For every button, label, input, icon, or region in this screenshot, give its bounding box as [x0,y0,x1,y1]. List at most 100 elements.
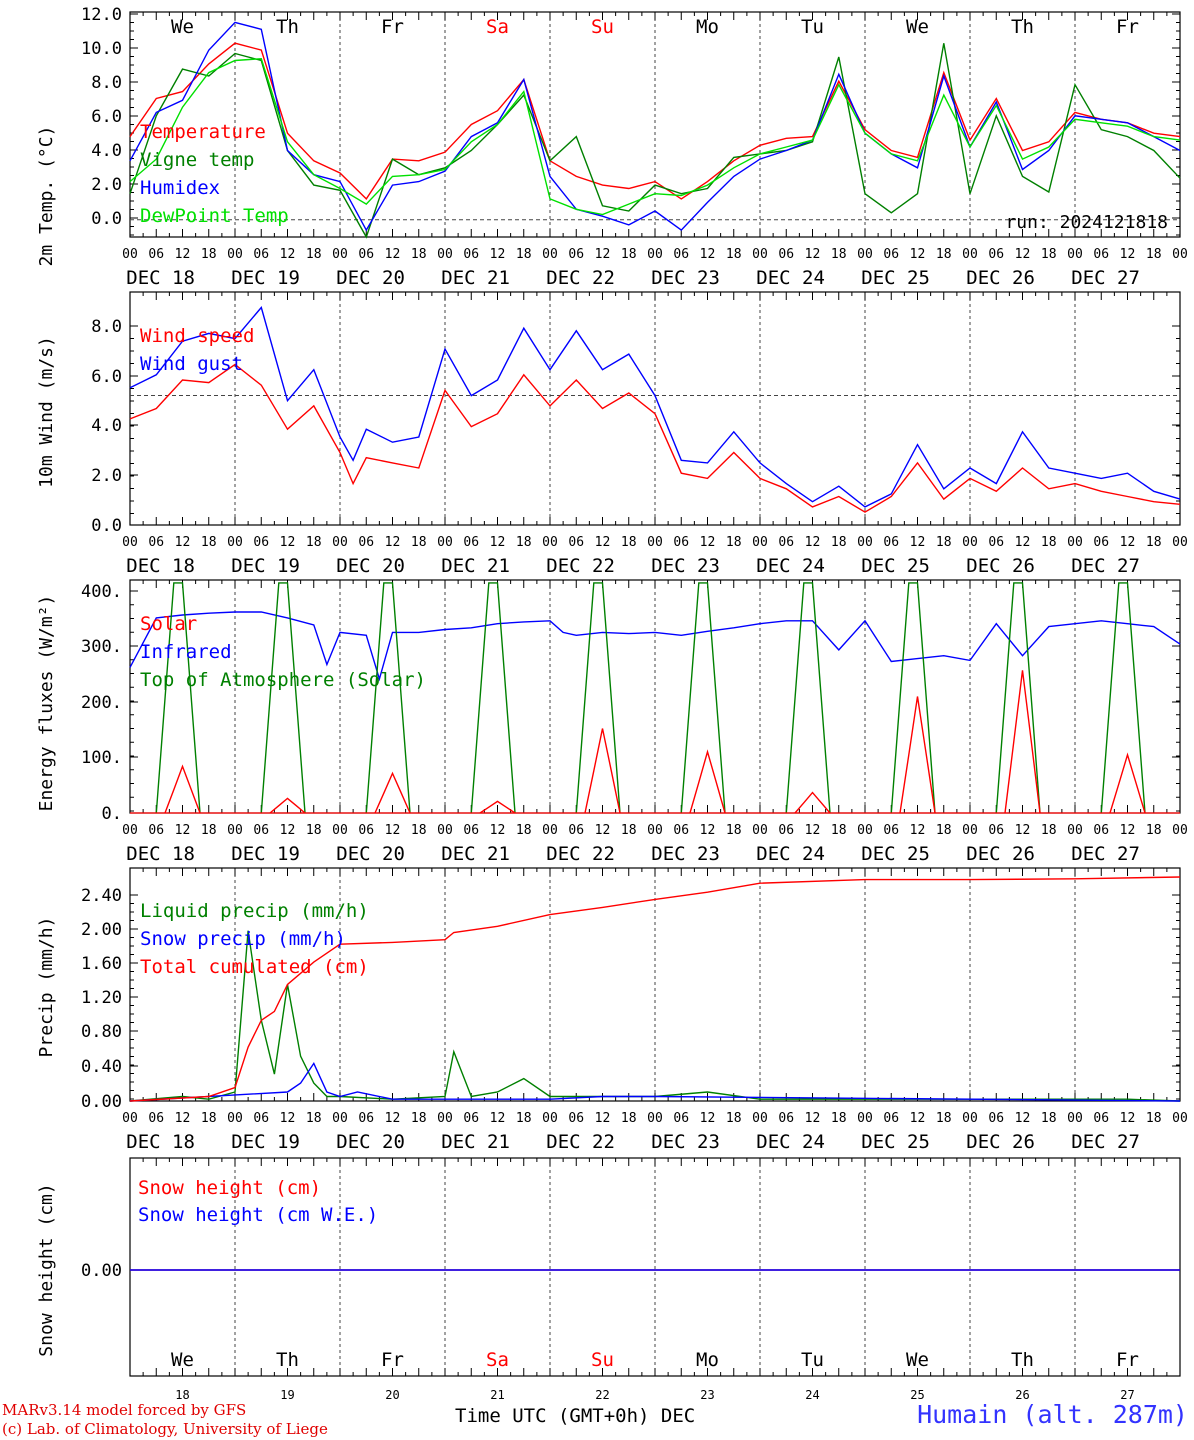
x-hour-label: 00 [332,823,348,838]
x-date-label: DEC 25 [861,267,930,289]
x-hour-label: 00 [857,1111,873,1126]
x-hour-label: 18 [516,823,532,838]
x-date-label: DEC 25 [861,555,930,577]
x-hour-label: 06 [778,535,794,550]
x-hour-label: 06 [253,823,269,838]
day-number-label: 25 [910,1388,924,1402]
x-hour-label: 18 [1041,1111,1057,1126]
legend-entry: Infrared [140,641,232,663]
x-hour-label: 12 [700,535,716,550]
x-date-label: DEC 19 [231,843,300,865]
y-tick-label: 0.0 [91,209,122,229]
y-axis-label: Energy fluxes (W/m²) [36,595,57,812]
x-hour-label: 12 [1120,247,1136,262]
x-hour-label: 00 [542,1111,558,1126]
y-tick-label: 0. [102,804,122,824]
y-tick-label: 200. [81,693,122,713]
weekday-label-top: Mo [696,16,719,38]
x-hour-label: 00 [752,247,768,262]
x-date-label: DEC 24 [756,1131,825,1153]
series-solar-day [794,791,831,814]
x-hour-label: 00 [1067,247,1083,262]
series-toa-solar-day [995,582,1041,814]
weekday-label-top: We [906,16,929,38]
series-solar-day [269,797,306,814]
x-hour-label: 18 [201,823,217,838]
x-hour-label: 18 [411,823,427,838]
x-hour-label: 18 [201,535,217,550]
x-hour-label: 12 [1120,823,1136,838]
x-hour-label: 18 [306,823,322,838]
weekday-label-bottom: Sa [486,1349,509,1371]
series-toa-solar-day [365,582,411,814]
x-date-label: DEC 19 [231,267,300,289]
x-hour-label: 06 [148,1111,164,1126]
x-hour-label: 06 [883,823,899,838]
x-hour-label: 18 [201,247,217,262]
y-tick-label: 2.0 [91,175,122,195]
series-solar-day [479,800,516,814]
x-hour-label: 00 [122,823,138,838]
x-date-label: DEC 18 [126,843,195,865]
series-toa-solar-day [155,582,201,814]
x-hour-label: 00 [227,535,243,550]
y-axis-label: 10m Wind (m/s) [36,336,57,488]
x-hour-label: 00 [962,247,978,262]
series-infrared [129,611,1181,682]
run-label: run: 2024121818 [1005,212,1168,233]
x-hour-label: 18 [1041,823,1057,838]
x-date-label: DEC 26 [966,1131,1035,1153]
x-hour-label: 12 [490,247,506,262]
x-hour-label: 06 [988,823,1004,838]
x-hour-label: 12 [910,247,926,262]
x-hour-label: 12 [280,247,296,262]
weekday-label-bottom: Tu [801,1349,824,1371]
x-hour-label: 06 [568,1111,584,1126]
y-axis-label: 2m Temp. (°C) [36,126,57,267]
x-hour-label: 00 [122,247,138,262]
x-hour-label: 18 [1146,535,1162,550]
weekday-label-top: We [171,16,194,38]
x-hour-label: 00 [647,1111,663,1126]
weekday-label-bottom: We [171,1349,194,1371]
x-hour-label: 18 [726,823,742,838]
x-hour-label: 06 [463,1111,479,1126]
series-toa-solar-day [680,582,726,814]
x-hour-label: 18 [726,1111,742,1126]
series-wind-speed [129,363,1181,513]
x-hour-label: 00 [1172,247,1188,262]
x-hour-label: 18 [411,247,427,262]
x-hour-label: 06 [148,823,164,838]
x-hour-label: 06 [988,1111,1004,1126]
weekday-label-top: Fr [381,16,404,38]
x-hour-label: 00 [1172,823,1188,838]
x-hour-label: 06 [148,247,164,262]
x-hour-label: 12 [175,247,191,262]
x-date-label: DEC 18 [126,1131,195,1153]
x-hour-label: 12 [700,823,716,838]
weekday-label-bottom: Fr [1116,1349,1139,1371]
x-hour-label: 06 [673,535,689,550]
x-hour-label: 06 [778,1111,794,1126]
x-date-label: DEC 22 [546,843,615,865]
y-tick-label: 4.0 [91,416,122,436]
series-toa-solar-day [470,582,516,814]
day-number-label: 20 [385,1388,399,1402]
x-hour-label: 12 [490,535,506,550]
x-hour-label: 00 [752,535,768,550]
series-snow-precip-mm-h- [129,1061,1181,1102]
y-tick-label: 300. [81,637,122,657]
y-tick-label: 0.40 [81,1057,122,1077]
x-hour-label: 00 [647,535,663,550]
x-hour-label: 12 [280,1111,296,1126]
x-date-label: DEC 24 [756,555,825,577]
weekday-label-bottom: Mo [696,1349,719,1371]
x-hour-label: 12 [805,823,821,838]
x-hour-label: 12 [175,1111,191,1126]
legend-entry: Top of Atmosphere (Solar) [140,669,426,691]
y-tick-label: 8.0 [91,73,122,93]
x-hour-label: 06 [253,247,269,262]
x-hour-label: 18 [516,535,532,550]
x-hour-label: 18 [936,535,952,550]
x-date-label: DEC 22 [546,267,615,289]
